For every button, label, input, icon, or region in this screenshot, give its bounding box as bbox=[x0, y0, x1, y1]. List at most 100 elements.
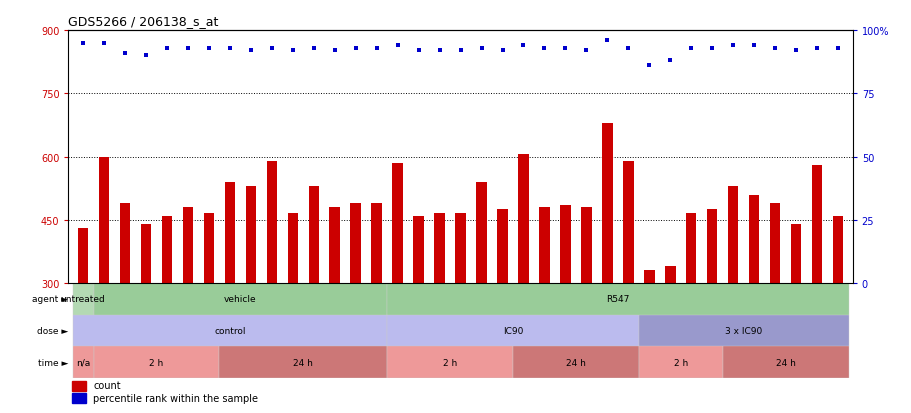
Bar bbox=[434, 214, 445, 283]
Bar bbox=[790, 225, 801, 283]
Bar bbox=[706, 210, 717, 283]
Text: GDS5266 / 206138_s_at: GDS5266 / 206138_s_at bbox=[68, 15, 219, 28]
Point bbox=[390, 43, 404, 50]
Point bbox=[201, 45, 216, 52]
Text: 24 h: 24 h bbox=[775, 358, 794, 367]
Bar bbox=[72, 381, 87, 391]
Point bbox=[662, 58, 677, 64]
Bar bbox=[811, 166, 822, 283]
Bar bbox=[387, 315, 638, 347]
Text: R547: R547 bbox=[606, 294, 629, 304]
Point bbox=[746, 43, 761, 50]
Text: 2 h: 2 h bbox=[149, 358, 163, 367]
Point bbox=[641, 63, 656, 70]
Point bbox=[830, 45, 844, 52]
Bar bbox=[203, 214, 214, 283]
Bar bbox=[73, 315, 387, 347]
Bar bbox=[94, 347, 220, 378]
Bar bbox=[580, 208, 591, 283]
Point bbox=[578, 48, 593, 55]
Bar bbox=[73, 347, 94, 378]
Bar bbox=[182, 208, 193, 283]
Bar bbox=[476, 183, 486, 283]
Bar bbox=[308, 187, 319, 283]
Point bbox=[138, 53, 153, 59]
Bar bbox=[98, 157, 109, 283]
Bar bbox=[287, 214, 298, 283]
Text: count: count bbox=[94, 380, 121, 391]
Text: untreated: untreated bbox=[61, 294, 106, 304]
Bar bbox=[224, 183, 235, 283]
Point bbox=[118, 50, 132, 57]
Point bbox=[620, 45, 635, 52]
Bar bbox=[685, 214, 696, 283]
Point bbox=[516, 43, 530, 50]
Point bbox=[599, 38, 614, 44]
Bar bbox=[73, 283, 94, 315]
Bar bbox=[722, 347, 847, 378]
Point bbox=[474, 45, 488, 52]
Point bbox=[306, 45, 321, 52]
Bar bbox=[769, 204, 780, 283]
Bar bbox=[220, 347, 387, 378]
Bar bbox=[245, 187, 256, 283]
Bar bbox=[392, 164, 403, 283]
Bar bbox=[638, 315, 847, 347]
Bar bbox=[77, 229, 88, 283]
Point bbox=[432, 48, 446, 55]
Bar bbox=[387, 347, 512, 378]
Point bbox=[97, 40, 111, 47]
Point bbox=[558, 45, 572, 52]
Text: IC90: IC90 bbox=[502, 326, 523, 335]
Bar bbox=[140, 225, 151, 283]
Bar bbox=[266, 161, 277, 283]
Bar bbox=[413, 216, 424, 283]
Text: percentile rank within the sample: percentile rank within the sample bbox=[94, 393, 258, 403]
Text: 24 h: 24 h bbox=[566, 358, 585, 367]
Bar bbox=[517, 155, 528, 283]
Bar bbox=[387, 283, 847, 315]
Text: vehicle: vehicle bbox=[224, 294, 256, 304]
Point bbox=[285, 48, 300, 55]
Text: 24 h: 24 h bbox=[293, 358, 312, 367]
Point bbox=[243, 48, 258, 55]
Text: n/a: n/a bbox=[76, 358, 90, 367]
Point bbox=[704, 45, 719, 52]
Point bbox=[725, 43, 740, 50]
Bar bbox=[512, 347, 638, 378]
Bar bbox=[559, 206, 570, 283]
Bar bbox=[496, 210, 507, 283]
Point bbox=[327, 48, 342, 55]
Bar bbox=[622, 161, 633, 283]
Point bbox=[537, 45, 551, 52]
Point bbox=[159, 45, 174, 52]
Bar bbox=[161, 216, 172, 283]
Bar bbox=[371, 204, 382, 283]
Point bbox=[683, 45, 698, 52]
Point bbox=[348, 45, 363, 52]
Bar bbox=[638, 347, 722, 378]
Point bbox=[495, 48, 509, 55]
Point bbox=[767, 45, 782, 52]
Point bbox=[809, 45, 824, 52]
Text: 2 h: 2 h bbox=[443, 358, 456, 367]
Text: 2 h: 2 h bbox=[673, 358, 687, 367]
Bar bbox=[727, 187, 738, 283]
Bar bbox=[329, 208, 340, 283]
Bar bbox=[94, 283, 387, 315]
Point bbox=[264, 45, 279, 52]
Bar bbox=[748, 195, 759, 283]
Bar bbox=[601, 123, 612, 283]
Bar bbox=[119, 204, 130, 283]
Text: 3 x IC90: 3 x IC90 bbox=[724, 326, 762, 335]
Point bbox=[180, 45, 195, 52]
Point bbox=[369, 45, 384, 52]
Bar bbox=[350, 204, 361, 283]
Text: dose ►: dose ► bbox=[36, 326, 68, 335]
Bar bbox=[664, 266, 675, 283]
Text: time ►: time ► bbox=[37, 358, 68, 367]
Point bbox=[411, 48, 425, 55]
Bar bbox=[72, 393, 87, 404]
Bar bbox=[643, 271, 654, 283]
Point bbox=[76, 40, 90, 47]
